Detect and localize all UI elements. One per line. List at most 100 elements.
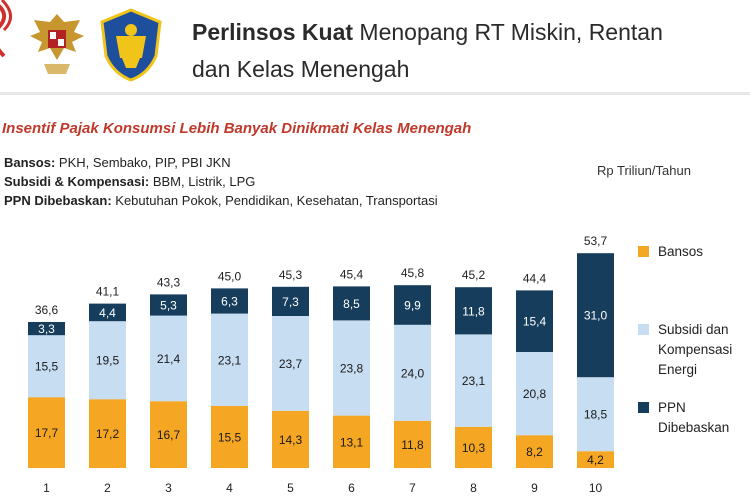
bar-segment-bansos <box>150 401 187 468</box>
legend-label-ppn-2: Dibebaskan <box>658 420 730 435</box>
data-label-bansos: 14,3 <box>279 433 303 447</box>
page-title-line2: dan Kelas Menengah <box>192 56 410 82</box>
x-tick-label: 10 <box>589 481 603 495</box>
definition-term: Subsidi & Kompensasi: <box>4 174 150 189</box>
garuda-emblem-icon <box>30 14 84 74</box>
red-swoosh-decoration <box>0 0 12 58</box>
total-label: 45,4 <box>340 267 364 281</box>
bar-segment-ppn <box>516 290 553 352</box>
bar-segment-ppn <box>394 285 431 325</box>
chart-subtitle: Insentif Pajak Konsumsi Lebih Banyak Din… <box>2 120 472 137</box>
legend-bansos: Bansos <box>638 242 704 262</box>
bar-segment-subsidi <box>272 316 309 411</box>
legend-swatch-subsidi <box>638 324 649 335</box>
definition-desc: PKH, Sembako, PIP, PBI JKN <box>55 155 231 170</box>
definition-term: Bansos: <box>4 155 56 170</box>
data-label-subsidi: 19,5 <box>96 354 120 368</box>
data-label-ppn: 3,3 <box>38 322 55 336</box>
legend-ppn: PPN Dibebaskan <box>638 398 730 438</box>
x-tick-label: 6 <box>348 481 355 495</box>
data-label-ppn: 5,3 <box>160 299 177 313</box>
data-label-ppn: 11,8 <box>462 304 485 318</box>
bar-segment-ppn <box>28 322 65 336</box>
unit-label: Rp Triliun/Tahun <box>597 163 691 178</box>
total-label: 45,0 <box>218 269 242 283</box>
bar-segment-subsidi <box>211 313 248 406</box>
total-label: 45,8 <box>401 266 425 280</box>
x-tick-label: 7 <box>409 481 416 495</box>
data-label-bansos: 17,2 <box>96 427 120 441</box>
x-tick-label: 9 <box>531 481 538 495</box>
bar-segment-bansos <box>394 420 431 468</box>
bar-segment-subsidi <box>150 315 187 402</box>
data-label-subsidi: 23,7 <box>279 357 303 371</box>
data-label-subsidi: 15,5 <box>35 360 59 374</box>
data-label-ppn: 6,3 <box>221 295 238 309</box>
data-label-ppn: 31,0 <box>584 309 608 323</box>
data-label-bansos: 13,1 <box>340 435 364 449</box>
data-label-bansos: 8,2 <box>526 445 543 459</box>
data-label-subsidi: 18,5 <box>584 408 608 422</box>
bar-segment-ppn <box>272 286 309 316</box>
definition-subsidi: Subsidi & Kompensasi: BBM, Listrik, LPG <box>4 172 438 191</box>
x-tick-label: 1 <box>43 481 50 495</box>
definitions-list: Bansos: PKH, Sembako, PIP, PBI JKN Subsi… <box>4 153 438 210</box>
bar-segment-bansos <box>28 397 65 468</box>
x-tick-label: 5 <box>287 481 294 495</box>
bar-segment-bansos <box>89 399 126 468</box>
legend-swatch-ppn <box>638 402 649 413</box>
x-tick-label: 8 <box>470 481 477 495</box>
data-label-subsidi: 24,0 <box>401 366 425 380</box>
data-label-bansos: 17,7 <box>35 426 59 440</box>
total-label: 53,7 <box>584 234 608 248</box>
legend-label-subsidi-1: Subsidi dan <box>658 322 729 337</box>
bar-segment-ppn <box>455 287 492 335</box>
bar-segment-bansos <box>516 435 553 468</box>
legend-subsidi: Subsidi dan Kompensasi Energi <box>638 320 733 380</box>
data-label-bansos: 10,3 <box>462 441 486 455</box>
data-label-ppn: 15,4 <box>523 315 547 329</box>
total-label: 41,1 <box>96 285 120 299</box>
header: Perlinsos Kuat Menopang RT Miskin, Renta… <box>0 0 750 92</box>
legend-label-ppn-1: PPN <box>658 400 686 415</box>
definition-term: PPN Dibebaskan: <box>4 193 112 208</box>
data-label-subsidi: 23,8 <box>340 362 364 376</box>
legend-label-subsidi-2: Kompensasi <box>658 342 733 357</box>
bar-segment-subsidi <box>28 335 65 398</box>
definition-desc: BBM, Listrik, LPG <box>149 174 256 189</box>
definition-ppn: PPN Dibebaskan: Kebutuhan Pokok, Pendidi… <box>4 191 438 210</box>
bar-segment-bansos <box>333 415 370 468</box>
bar-segment-subsidi <box>516 352 553 436</box>
total-label: 45,3 <box>279 268 303 282</box>
bar-segment-subsidi <box>394 324 431 421</box>
legend-label-bansos: Bansos <box>658 244 704 259</box>
definition-desc: Kebutuhan Pokok, Pendidikan, Kesehatan, … <box>111 193 438 208</box>
data-label-bansos: 4,2 <box>587 453 604 467</box>
total-label: 44,4 <box>523 271 547 285</box>
bar-segment-bansos <box>272 410 309 468</box>
bar-segment-subsidi <box>455 334 492 427</box>
total-label: 43,3 <box>157 275 181 289</box>
definition-bansos: Bansos: PKH, Sembako, PIP, PBI JKN <box>4 153 438 172</box>
x-tick-label: 4 <box>226 481 233 495</box>
x-tick-label: 3 <box>165 481 172 495</box>
data-label-subsidi: 20,8 <box>523 387 547 401</box>
bar-segment-ppn <box>89 303 126 322</box>
bar-segment-ppn <box>150 294 187 316</box>
bar-segment-subsidi <box>89 321 126 400</box>
data-label-ppn: 9,9 <box>404 299 421 313</box>
bar-segment-bansos <box>577 451 614 468</box>
bar-segment-bansos <box>211 406 248 468</box>
data-label-bansos: 16,7 <box>157 428 181 442</box>
page-title: Perlinsos Kuat Menopang RT Miskin, Renta… <box>192 18 663 46</box>
data-label-subsidi: 21,4 <box>157 352 181 366</box>
page-title-rest: Menopang RT Miskin, Rentan <box>353 19 663 45</box>
data-label-subsidi: 23,1 <box>218 353 242 367</box>
data-label-ppn: 7,3 <box>282 295 299 309</box>
data-label-bansos: 15,5 <box>218 431 242 445</box>
x-tick-label: 2 <box>104 481 111 495</box>
bar-segment-subsidi <box>577 377 614 452</box>
page-title-bold: Perlinsos Kuat <box>192 19 354 45</box>
data-label-subsidi: 23,1 <box>462 374 486 388</box>
